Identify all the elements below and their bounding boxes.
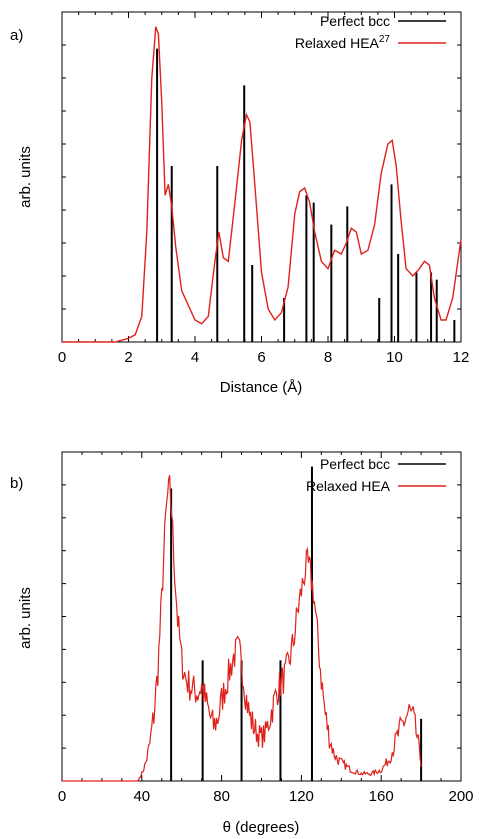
x-tick-label: 200 [448,788,473,805]
panel-a-legend-perfect-bcc-label: Perfect bcc [320,13,390,29]
x-tick-label: 40 [133,788,150,805]
x-tick-label: 120 [289,788,314,805]
panel-a-relaxed-hea-line [62,26,462,343]
panel-b-x-tick-labels: 0 40 80 120 160 200 [58,788,474,805]
panel-b-legend-perfect-bcc-label: Perfect bcc [320,456,390,472]
panel-a-perfect-bcc-impulses [156,48,456,342]
x-tick-label: 10 [386,349,403,366]
x-tick-label: 80 [213,788,230,805]
panel-a-legend-relaxed-hea-label: Relaxed HEA27 [295,34,391,51]
panel-b-legend-relaxed-hea-label: Relaxed HEA [306,478,391,494]
panel-a: a) 0 2 4 6 8 10 12 arb. units Distance (Å) Per… [10,11,470,396]
panel-a-legend: Perfect bcc Relaxed HEA27 [295,13,446,51]
panel-a-plot-frame [61,11,462,343]
panel-b-y-axis-label: arb. units [17,587,34,649]
panel-a-label: a) [10,27,23,44]
x-tick-label: 0 [58,349,66,366]
x-tick-label: 0 [58,788,66,805]
x-tick-label: 12 [453,349,470,366]
panel-a-x-axis-label: Distance (Å) [220,379,303,396]
panel-b-perfect-bcc-impulses [170,466,423,781]
panel-b-x-axis-label: θ (degrees) [223,819,300,836]
panel-b-label: b) [10,475,23,492]
x-tick-label: 6 [257,349,265,366]
x-tick-label: 4 [191,349,199,366]
x-tick-label: 2 [124,349,132,366]
panel-a-ticks [61,12,462,342]
x-tick-label: 8 [324,349,332,366]
panel-a-x-tick-labels: 0 2 4 6 8 10 12 [58,349,470,366]
panel-b-relaxed-hea-line [62,474,422,782]
x-tick-label: 160 [369,788,394,805]
panel-a-y-axis-label: arb. units [17,146,34,208]
panel-b-legend: Perfect bcc Relaxed HEA [306,456,446,494]
panel-b: b) 0 40 80 120 160 200 arb. units θ (degrees)… [10,451,474,836]
